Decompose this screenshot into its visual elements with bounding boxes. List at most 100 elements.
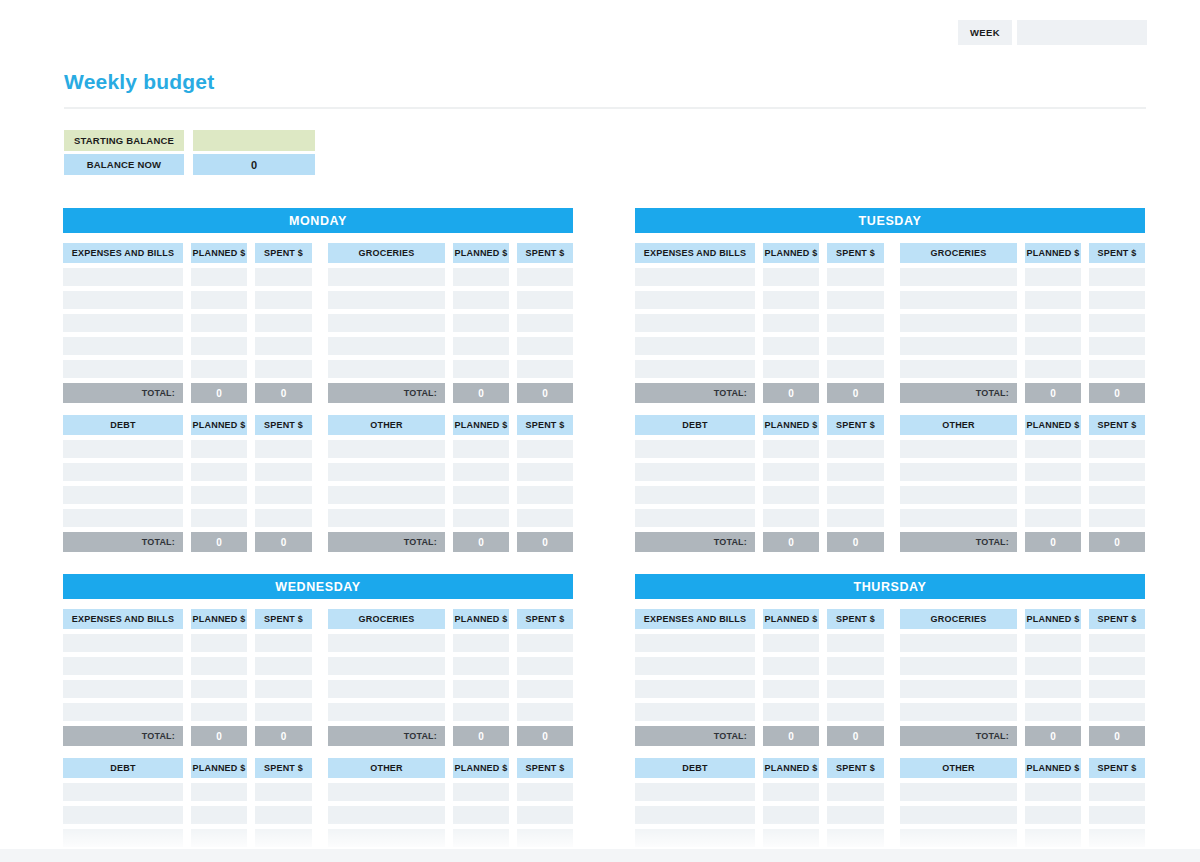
planned-input-cell[interactable] — [453, 268, 509, 286]
category-input-cell[interactable] — [63, 440, 183, 458]
spent-input-cell[interactable] — [827, 314, 884, 332]
planned-input-cell[interactable] — [453, 337, 509, 355]
planned-input-cell[interactable] — [453, 314, 509, 332]
spent-input-cell[interactable] — [517, 314, 573, 332]
category-input-cell[interactable] — [635, 509, 755, 527]
category-input-cell[interactable] — [635, 703, 755, 721]
category-input-cell[interactable] — [328, 829, 445, 847]
planned-input-cell[interactable] — [1025, 680, 1081, 698]
planned-input-cell[interactable] — [1025, 268, 1081, 286]
planned-input-cell[interactable] — [191, 634, 247, 652]
planned-input-cell[interactable] — [1025, 703, 1081, 721]
spent-input-cell[interactable] — [517, 486, 573, 504]
planned-input-cell[interactable] — [191, 268, 247, 286]
category-input-cell[interactable] — [63, 806, 183, 824]
planned-input-cell[interactable] — [453, 486, 509, 504]
spent-input-cell[interactable] — [1089, 440, 1145, 458]
category-input-cell[interactable] — [328, 360, 445, 378]
planned-input-cell[interactable] — [453, 634, 509, 652]
category-input-cell[interactable] — [900, 360, 1017, 378]
category-input-cell[interactable] — [635, 680, 755, 698]
planned-input-cell[interactable] — [1025, 291, 1081, 309]
category-input-cell[interactable] — [635, 360, 755, 378]
planned-input-cell[interactable] — [191, 440, 247, 458]
spent-input-cell[interactable] — [1089, 360, 1145, 378]
spent-input-cell[interactable] — [1089, 703, 1145, 721]
planned-input-cell[interactable] — [763, 268, 819, 286]
spent-input-cell[interactable] — [827, 783, 884, 801]
planned-input-cell[interactable] — [191, 509, 247, 527]
planned-input-cell[interactable] — [453, 463, 509, 481]
spent-input-cell[interactable] — [827, 268, 884, 286]
spent-input-cell[interactable] — [827, 360, 884, 378]
spent-input-cell[interactable] — [1089, 337, 1145, 355]
spent-input-cell[interactable] — [517, 680, 573, 698]
planned-input-cell[interactable] — [1025, 634, 1081, 652]
category-input-cell[interactable] — [900, 829, 1017, 847]
planned-input-cell[interactable] — [191, 291, 247, 309]
category-input-cell[interactable] — [900, 509, 1017, 527]
week-input[interactable] — [1017, 20, 1147, 45]
spent-input-cell[interactable] — [1089, 783, 1145, 801]
spent-input-cell[interactable] — [517, 783, 573, 801]
spent-input-cell[interactable] — [517, 360, 573, 378]
spent-input-cell[interactable] — [827, 440, 884, 458]
spent-input-cell[interactable] — [255, 463, 312, 481]
spent-input-cell[interactable] — [255, 657, 312, 675]
planned-input-cell[interactable] — [453, 783, 509, 801]
planned-input-cell[interactable] — [191, 463, 247, 481]
category-input-cell[interactable] — [63, 291, 183, 309]
planned-input-cell[interactable] — [453, 509, 509, 527]
spent-input-cell[interactable] — [255, 829, 312, 847]
planned-input-cell[interactable] — [763, 806, 819, 824]
category-input-cell[interactable] — [328, 806, 445, 824]
category-input-cell[interactable] — [328, 634, 445, 652]
spent-input-cell[interactable] — [517, 806, 573, 824]
spent-input-cell[interactable] — [1089, 314, 1145, 332]
spent-input-cell[interactable] — [255, 783, 312, 801]
category-input-cell[interactable] — [635, 783, 755, 801]
spent-input-cell[interactable] — [827, 703, 884, 721]
spent-input-cell[interactable] — [255, 337, 312, 355]
spent-input-cell[interactable] — [255, 268, 312, 286]
planned-input-cell[interactable] — [763, 440, 819, 458]
spent-input-cell[interactable] — [255, 291, 312, 309]
category-input-cell[interactable] — [63, 829, 183, 847]
category-input-cell[interactable] — [900, 703, 1017, 721]
planned-input-cell[interactable] — [191, 703, 247, 721]
category-input-cell[interactable] — [900, 634, 1017, 652]
spent-input-cell[interactable] — [1089, 291, 1145, 309]
planned-input-cell[interactable] — [763, 463, 819, 481]
planned-input-cell[interactable] — [763, 337, 819, 355]
planned-input-cell[interactable] — [191, 314, 247, 332]
spent-input-cell[interactable] — [827, 291, 884, 309]
category-input-cell[interactable] — [328, 657, 445, 675]
starting-balance-input[interactable] — [193, 130, 315, 151]
planned-input-cell[interactable] — [763, 509, 819, 527]
category-input-cell[interactable] — [635, 806, 755, 824]
category-input-cell[interactable] — [328, 337, 445, 355]
category-input-cell[interactable] — [900, 291, 1017, 309]
planned-input-cell[interactable] — [191, 486, 247, 504]
spent-input-cell[interactable] — [255, 806, 312, 824]
planned-input-cell[interactable] — [763, 486, 819, 504]
planned-input-cell[interactable] — [1025, 657, 1081, 675]
planned-input-cell[interactable] — [763, 680, 819, 698]
planned-input-cell[interactable] — [1025, 440, 1081, 458]
category-input-cell[interactable] — [328, 680, 445, 698]
category-input-cell[interactable] — [328, 509, 445, 527]
planned-input-cell[interactable] — [191, 360, 247, 378]
planned-input-cell[interactable] — [1025, 337, 1081, 355]
category-input-cell[interactable] — [900, 337, 1017, 355]
spent-input-cell[interactable] — [1089, 268, 1145, 286]
planned-input-cell[interactable] — [763, 291, 819, 309]
category-input-cell[interactable] — [63, 337, 183, 355]
spent-input-cell[interactable] — [255, 360, 312, 378]
category-input-cell[interactable] — [635, 486, 755, 504]
planned-input-cell[interactable] — [1025, 314, 1081, 332]
category-input-cell[interactable] — [635, 634, 755, 652]
spent-input-cell[interactable] — [255, 486, 312, 504]
planned-input-cell[interactable] — [453, 360, 509, 378]
spent-input-cell[interactable] — [517, 291, 573, 309]
spent-input-cell[interactable] — [517, 463, 573, 481]
